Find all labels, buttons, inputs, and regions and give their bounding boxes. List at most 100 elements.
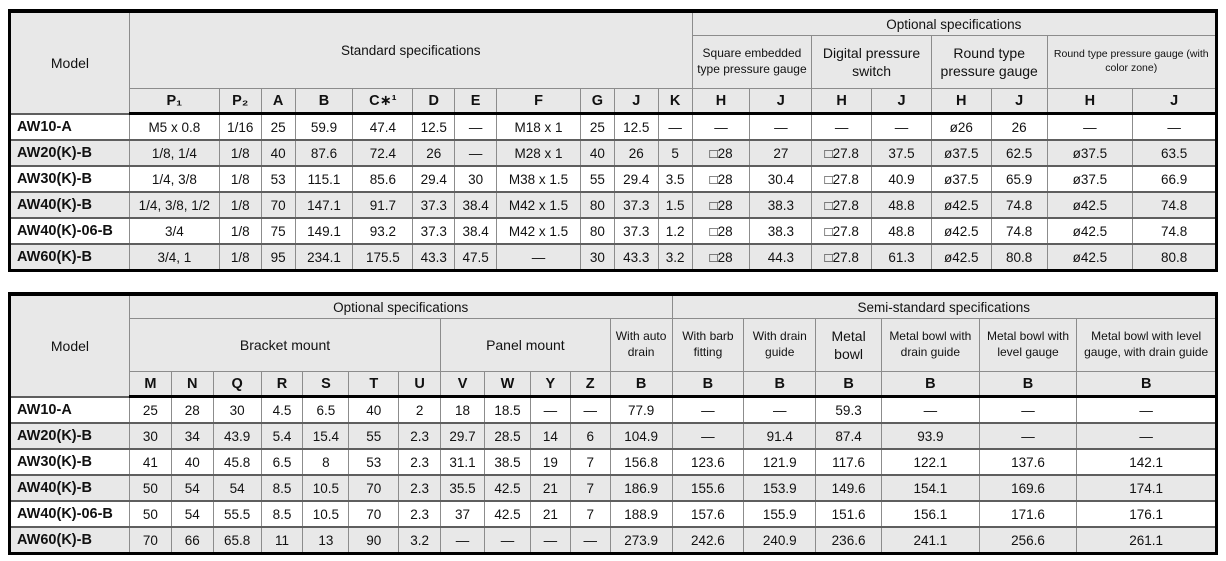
- header-cell: Square embedded type pressure gauge: [691, 35, 813, 89]
- model-cell: AW40(K)-06-B: [9, 217, 130, 245]
- model-cell: AW30(K)-B: [9, 165, 130, 193]
- value-cell: 37.3: [412, 191, 456, 219]
- value-cell: 55.5: [212, 500, 262, 528]
- standard-optional-spec-table-container: Model Standard specifications Optional spe…: [8, 9, 1218, 272]
- value-cell: 3.5: [657, 165, 693, 193]
- header-cell: E: [454, 88, 498, 115]
- value-cell: 48.8: [871, 217, 932, 245]
- header-cell: Y: [529, 371, 571, 398]
- value-cell: 55: [348, 422, 400, 450]
- header-cell: B: [1076, 371, 1217, 398]
- header-cell: G: [579, 88, 615, 115]
- table-row: AW40(K)-06-B 3/4 1/8 75 149.1 93.2 37.3 38.4 M42…: [9, 217, 1217, 245]
- value-cell: 149.1: [294, 217, 354, 245]
- header-cell: With barb fitting: [671, 318, 745, 372]
- value-cell: 42.5: [484, 474, 531, 502]
- value-cell: 149.6: [815, 474, 882, 502]
- value-cell: ø42.5: [1046, 191, 1134, 219]
- table-row: AW60(K)-B 3/4, 1 1/8 95 234.1 175.5 43.3 47.5—3…: [9, 243, 1217, 271]
- value-cell: 7: [569, 500, 611, 528]
- value-cell: 156.8: [609, 448, 673, 476]
- value-cell: 26: [613, 139, 659, 167]
- optional-semistandard-specifications-table: Model Optional specifications Semi-standar…: [8, 292, 1218, 555]
- value-cell: 30: [212, 395, 262, 424]
- value-cell: 55: [579, 165, 615, 193]
- value-cell: 4.5: [260, 395, 304, 424]
- value-cell: —: [569, 395, 611, 424]
- value-cell: 63.5: [1132, 139, 1217, 167]
- value-cell: 66: [170, 526, 214, 554]
- table-row: AW40(K)-B 50 54 54 8.5 10.5 70 2.3 35.5 42.5 21 7 18…: [9, 474, 1217, 502]
- header-cell: A: [260, 88, 296, 115]
- value-cell: 147.1: [294, 191, 354, 219]
- header-cell: J: [613, 88, 659, 115]
- value-cell: —: [657, 112, 693, 141]
- value-cell: 7: [569, 474, 611, 502]
- value-cell: 37.3: [412, 217, 456, 245]
- value-cell: 10.5: [302, 474, 350, 502]
- value-cell: 37.5: [871, 139, 932, 167]
- value-cell: 40: [348, 395, 400, 424]
- value-cell: 151.6: [815, 500, 882, 528]
- value-cell: 47.4: [352, 112, 414, 141]
- value-cell: ø37.5: [1046, 139, 1134, 167]
- value-cell: ø42.5: [930, 191, 992, 219]
- header-cell: H: [930, 88, 992, 115]
- value-cell: 50: [128, 474, 172, 502]
- table-row: AW10-A M5 x 0.8 1/16 25 59.9 47.4 12.5— M18 x 1…: [9, 112, 1217, 141]
- header-cell: Model: [9, 293, 130, 397]
- table-row: AW40(K)-06-B 50 54 55.5 8.5 10.5 70 2.3 37 42.5 21…: [9, 500, 1217, 528]
- value-cell: 261.1: [1076, 526, 1217, 554]
- value-cell: —: [496, 243, 581, 271]
- header-cell: J: [749, 88, 813, 115]
- value-cell: 21: [529, 474, 571, 502]
- value-cell: □28: [691, 139, 751, 167]
- value-cell: 6.5: [302, 395, 350, 424]
- value-cell: 241.1: [881, 526, 980, 554]
- header-cell: Optional specifications: [128, 293, 673, 319]
- value-cell: 2.3: [398, 474, 442, 502]
- value-cell: 38.3: [749, 191, 813, 219]
- value-cell: ø42.5: [1046, 217, 1134, 245]
- header-cell: Metal bowl: [815, 318, 882, 372]
- value-cell: 43.3: [412, 243, 456, 271]
- value-cell: 1/8: [218, 139, 262, 167]
- header-cell: Round type pressure gauge: [930, 35, 1048, 89]
- value-cell: ø42.5: [1046, 243, 1134, 271]
- value-cell: —: [671, 422, 745, 450]
- value-cell: 6.5: [260, 448, 304, 476]
- value-cell: 174.1: [1076, 474, 1217, 502]
- value-cell: —: [1132, 112, 1217, 141]
- value-cell: 154.1: [881, 474, 980, 502]
- value-cell: 25: [128, 395, 172, 424]
- value-cell: 53: [260, 165, 296, 193]
- value-cell: 59.9: [294, 112, 354, 141]
- value-cell: M28 x 1: [496, 139, 581, 167]
- header-cell: Optional specifications: [691, 10, 1218, 36]
- header-cell: K: [657, 88, 693, 115]
- value-cell: 91.4: [743, 422, 817, 450]
- model-cell: AW20(K)-B: [9, 422, 130, 450]
- value-cell: 25: [260, 112, 296, 141]
- value-cell: 242.6: [671, 526, 745, 554]
- value-cell: 65.9: [990, 165, 1048, 193]
- value-cell: —: [811, 112, 873, 141]
- value-cell: 65.8: [212, 526, 262, 554]
- value-cell: 27: [749, 139, 813, 167]
- value-cell: 121.9: [743, 448, 817, 476]
- value-cell: —: [749, 112, 813, 141]
- value-cell: 41: [128, 448, 172, 476]
- value-cell: M42 x 1.5: [496, 217, 581, 245]
- value-cell: □28: [691, 217, 751, 245]
- value-cell: □27.8: [811, 165, 873, 193]
- value-cell: 115.1: [294, 165, 354, 193]
- model-cell: AW20(K)-B: [9, 139, 130, 167]
- value-cell: 70: [128, 526, 172, 554]
- value-cell: ø37.5: [930, 165, 992, 193]
- header-cell: U: [398, 371, 442, 398]
- value-cell: 90: [348, 526, 400, 554]
- header-cell: J: [990, 88, 1048, 115]
- value-cell: ø42.5: [930, 217, 992, 245]
- value-cell: 77.9: [609, 395, 673, 424]
